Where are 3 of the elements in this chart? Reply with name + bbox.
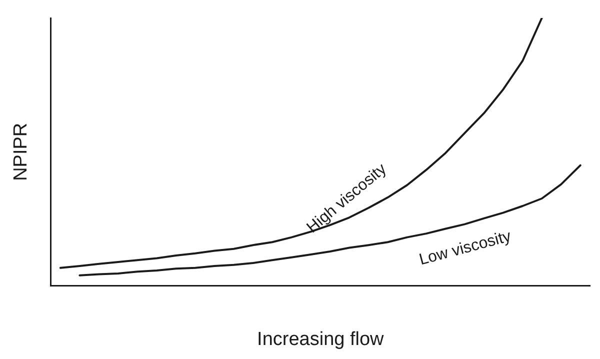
x-axis-title: Increasing flow bbox=[257, 328, 384, 350]
y-axis-title: NPIPR bbox=[10, 122, 32, 181]
text: Low viscosity bbox=[417, 228, 513, 269]
